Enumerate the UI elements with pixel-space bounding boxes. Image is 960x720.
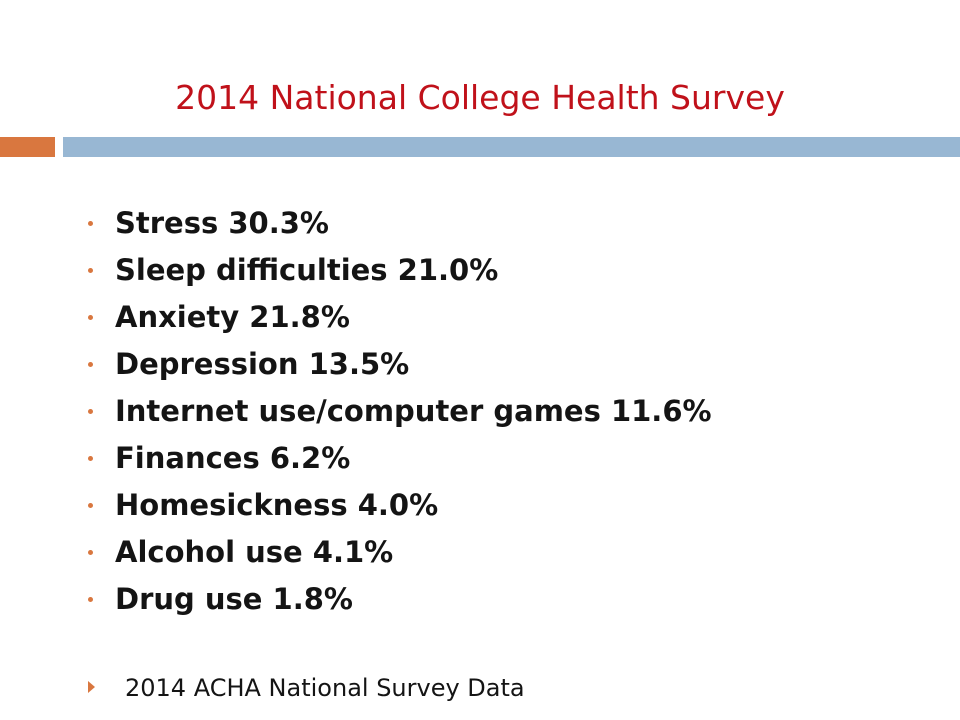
slide-title-text: 2014 National College Health Survey — [175, 78, 785, 117]
list-item: Internet use/computer games 11.6% — [80, 388, 712, 435]
list-item-text: Internet use/computer games 11.6% — [115, 394, 712, 428]
list-item-text: Drug use 1.8% — [115, 582, 353, 616]
bullet-dot-icon — [88, 362, 93, 367]
list-item: Drug use 1.8% — [80, 576, 712, 623]
list-item: Alcohol use 4.1% — [80, 529, 712, 576]
header-accent-orange — [0, 137, 55, 157]
list-item-text: Depression 13.5% — [115, 347, 410, 381]
list-item-text: Anxiety 21.8% — [115, 300, 350, 334]
list-item: Homesickness 4.0% — [80, 482, 712, 529]
list-item-text: Sleep difficulties 21.0% — [115, 253, 499, 287]
bullet-dot-icon — [88, 315, 93, 320]
bullet-dot-icon — [88, 409, 93, 414]
list-item-text: Homesickness 4.0% — [115, 488, 439, 522]
list-item-text: Alcohol use 4.1% — [115, 535, 394, 569]
slide-title: 2014 National College Health Survey — [0, 76, 960, 120]
header-accent-blue — [63, 137, 960, 157]
list-item: Depression 13.5% — [80, 341, 712, 388]
list-item: Anxiety 21.8% — [80, 294, 712, 341]
bullet-dot-icon — [88, 597, 93, 602]
bullet-dot-icon — [88, 550, 93, 555]
list-item: Finances 6.2% — [80, 435, 712, 482]
bullet-dot-icon — [88, 268, 93, 273]
list-item-text: Finances 6.2% — [115, 441, 351, 475]
bullet-dot-icon — [88, 456, 93, 461]
source-note-text: 2014 ACHA National Survey Data — [125, 674, 525, 702]
arrow-right-icon — [88, 681, 95, 693]
bullet-dot-icon — [88, 503, 93, 508]
list-item-text: Stress 30.3% — [115, 206, 329, 240]
list-item: Sleep difficulties 21.0% — [80, 247, 712, 294]
source-note: 2014 ACHA National Survey Data — [88, 668, 525, 708]
stat-list: Stress 30.3% Sleep difficulties 21.0% An… — [80, 200, 712, 623]
list-item: Stress 30.3% — [80, 200, 712, 247]
bullet-dot-icon — [88, 221, 93, 226]
